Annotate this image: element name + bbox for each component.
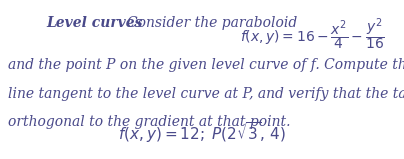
Text: Consider the paraboloid: Consider the paraboloid <box>127 16 302 30</box>
Text: $f(x, y) = 16 - \dfrac{x^2}{4} - \dfrac{y^2}{16}$: $f(x, y) = 16 - \dfrac{x^2}{4} - \dfrac{… <box>240 16 385 52</box>
Text: orthogonal to the gradient at that point.: orthogonal to the gradient at that point… <box>8 115 290 129</box>
Text: and the point P on the given level curve of f. Compute the slope of the: and the point P on the given level curve… <box>8 58 404 72</box>
Text: Level curves: Level curves <box>46 16 143 30</box>
Text: $f(x, y) = 12;\; P(2\sqrt{3},\, 4)$: $f(x, y) = 12;\; P(2\sqrt{3},\, 4)$ <box>118 120 286 145</box>
Text: line tangent to the level curve at P, and verify that the tangent line is: line tangent to the level curve at P, an… <box>8 87 404 101</box>
